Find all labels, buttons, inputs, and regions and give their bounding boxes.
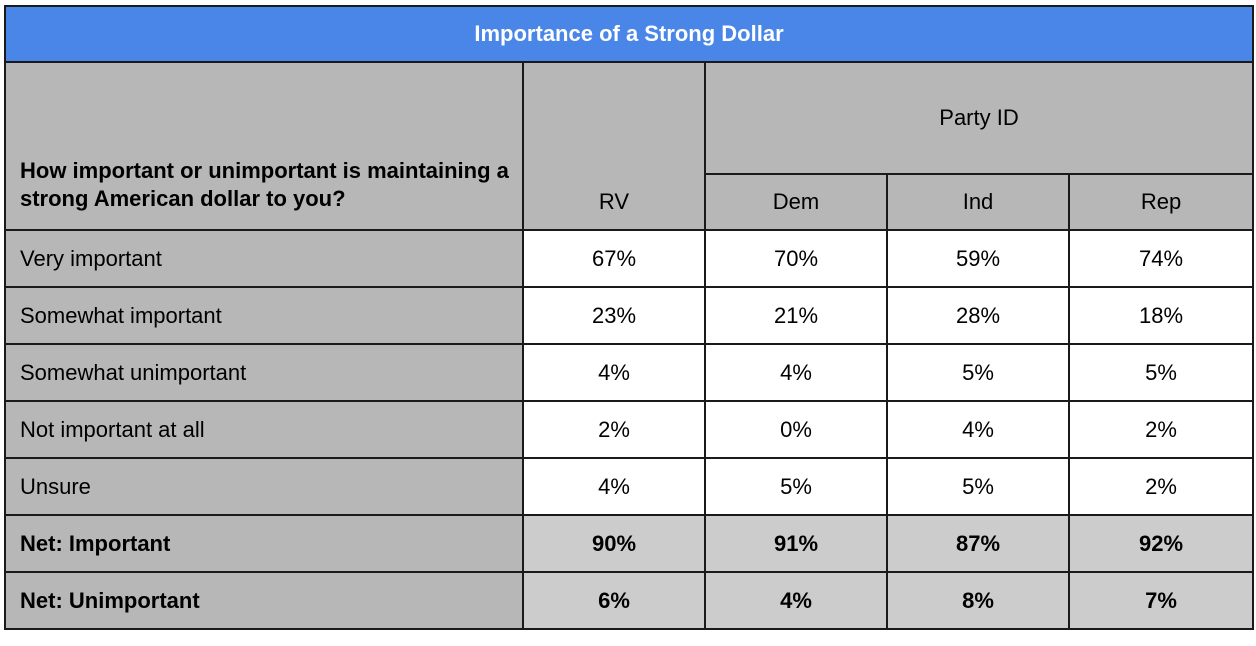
dem-value: 21% [704,286,888,345]
rv-value: 4% [522,457,706,516]
party-id-header: Party ID [703,61,1255,175]
survey-table: Importance of a Strong Dollar How import… [3,5,1255,630]
net-row: Net: Important 90% 91% 87% 92% [4,514,1255,573]
rv-value: 2% [522,400,706,459]
rep-value: 7% [1067,571,1255,630]
ind-value: 4% [886,400,1070,459]
row-label: Very important [4,229,524,288]
ind-value: 28% [886,286,1070,345]
dem-value: 0% [704,400,888,459]
question-header: How important or unimportant is maintain… [4,61,524,231]
row-label: Unsure [4,457,524,516]
rv-value: 4% [522,343,706,402]
rep-value: 5% [1067,343,1255,402]
row-label: Somewhat unimportant [4,343,524,402]
row-label: Not important at all [4,400,524,459]
dem-value: 5% [704,457,888,516]
rv-value: 23% [522,286,706,345]
dem-column-header: Dem [704,173,888,231]
rv-value: 90% [522,514,706,573]
row-label: Net: Unimportant [4,571,524,630]
header-row-1: How important or unimportant is maintain… [4,61,1255,231]
table-row: Not important at all 2% 0% 4% 2% [4,400,1255,459]
rv-value: 67% [522,229,706,288]
ind-value: 8% [886,571,1070,630]
rv-column-header: RV [522,61,706,231]
rep-value: 92% [1067,514,1255,573]
dem-value: 4% [704,571,888,630]
header-row-2: Dem Ind Rep [5,173,1255,231]
rep-value: 74% [1067,229,1255,288]
ind-value: 87% [886,514,1070,573]
row-label: Net: Important [4,514,524,573]
row-label: Somewhat important [4,286,524,345]
rep-column-header: Rep [1067,173,1255,231]
title-row: Importance of a Strong Dollar [3,5,1255,63]
ind-value: 5% [886,343,1070,402]
ind-value: 59% [886,229,1070,288]
table-row: Very important 67% 70% 59% 74% [4,229,1255,288]
dem-value: 4% [704,343,888,402]
table-row: Somewhat unimportant 4% 4% 5% 5% [4,343,1255,402]
dem-value: 91% [704,514,888,573]
ind-column-header: Ind [886,173,1070,231]
table-row: Unsure 4% 5% 5% 2% [4,457,1255,516]
table-title: Importance of a Strong Dollar [3,5,1255,63]
rep-value: 2% [1067,457,1255,516]
rv-value: 6% [522,571,706,630]
rep-value: 2% [1067,400,1255,459]
ind-value: 5% [886,457,1070,516]
dem-value: 70% [704,229,888,288]
table-row: Somewhat important 23% 21% 28% 18% [4,286,1255,345]
net-row: Net: Unimportant 6% 4% 8% 7% [4,571,1255,630]
rep-value: 18% [1067,286,1255,345]
